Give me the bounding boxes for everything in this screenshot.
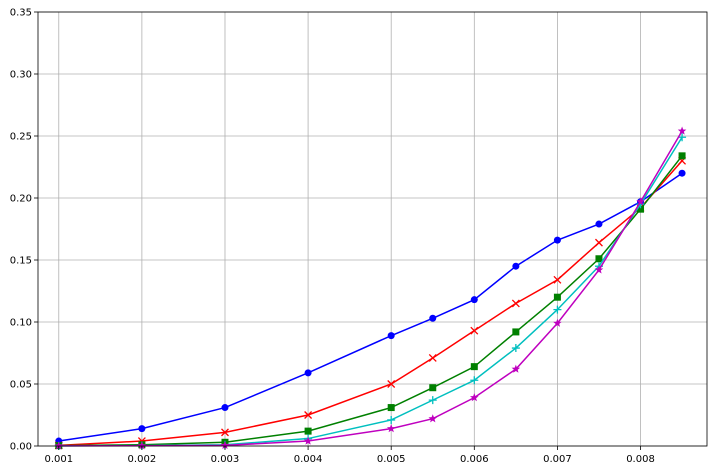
plot-area-frame	[37, 11, 708, 447]
series-5-line	[58, 130, 683, 447]
series-4-point	[470, 376, 479, 385]
series-5-point	[594, 265, 604, 274]
x-tick-label: 0.001	[44, 454, 73, 465]
series-3-point	[387, 404, 395, 412]
series-3-point	[512, 328, 520, 336]
series-2-line	[58, 160, 683, 447]
series-5-point	[386, 424, 396, 433]
series-1-point	[595, 220, 603, 228]
series-4-point	[678, 133, 687, 142]
x-tick-label: 0.004	[294, 454, 323, 465]
series-1-point	[429, 314, 437, 322]
series-1-point	[470, 296, 478, 304]
series-2-point	[304, 411, 313, 419]
series-2-point	[511, 299, 520, 308]
grid-lines	[38, 11, 707, 447]
series-3-point	[553, 293, 561, 301]
series-2-point	[595, 238, 603, 247]
series-2-point	[470, 326, 479, 335]
series-1	[55, 169, 686, 445]
y-tick-label: 0.30	[10, 70, 32, 81]
x-tick-label: 0.005	[377, 454, 406, 465]
series-3-point	[678, 152, 686, 160]
series-2-point	[387, 380, 396, 388]
y-tick-label: 0.35	[10, 8, 32, 19]
series-1-point	[512, 262, 520, 270]
y-tick-label: 0.15	[10, 256, 32, 267]
y-tick-label: 0.05	[10, 380, 32, 391]
y-tick-label: 0.20	[10, 194, 32, 205]
y-axis: 0.00 0.05 0.10 0.15 0.20 0.25 0.30 0.35	[10, 8, 38, 453]
series-5-point	[303, 436, 313, 445]
series-4-point	[428, 396, 437, 405]
series-5-point	[511, 364, 521, 373]
series-1-point	[387, 332, 395, 340]
y-tick-label: 0.00	[10, 442, 32, 453]
x-tick-label: 0.006	[460, 454, 489, 465]
series-1-point	[304, 369, 312, 377]
series-5-point	[677, 126, 687, 135]
series-3-point	[429, 384, 437, 392]
series-4-point	[387, 415, 396, 424]
series-1-point	[678, 169, 686, 177]
series-3-point	[470, 363, 478, 371]
series-2-point	[553, 275, 562, 284]
series-3-point	[595, 255, 603, 263]
y-tick-label: 0.10	[10, 318, 32, 329]
series-5-point	[428, 414, 438, 423]
series-5-point	[54, 441, 64, 450]
series-2-point	[428, 354, 437, 362]
series-1-line	[58, 172, 683, 442]
series-5	[54, 126, 687, 450]
series-2-point	[221, 428, 229, 437]
series-layer	[54, 126, 687, 450]
series-3-line	[58, 155, 683, 447]
series-5-point	[220, 440, 230, 450]
series-1-point	[138, 425, 146, 433]
y-tick-label: 0.25	[10, 132, 32, 143]
series-1-point	[221, 404, 229, 412]
series-5-point	[137, 441, 147, 450]
x-tick-label: 0.003	[211, 454, 240, 465]
x-tick-label: 0.008	[626, 454, 655, 465]
x-tick-label: 0.007	[543, 454, 572, 465]
series-5-point	[470, 393, 479, 402]
x-axis: 0.001 0.002 0.003 0.004 0.005 0.006 0.007 0.008	[44, 446, 655, 465]
series-4-point	[511, 344, 520, 353]
series-5-point	[553, 318, 562, 327]
series-3-point	[304, 427, 312, 435]
series-3-point	[637, 205, 645, 213]
series-5-point	[636, 197, 645, 206]
series-1-point	[553, 236, 561, 244]
x-tick-label: 0.002	[128, 454, 157, 465]
series-4-point	[553, 305, 562, 314]
